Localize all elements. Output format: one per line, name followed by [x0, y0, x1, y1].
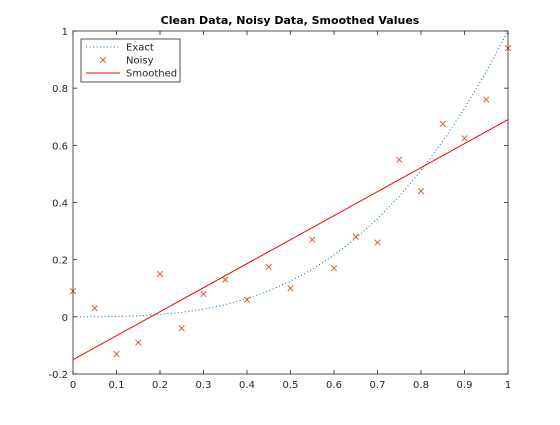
- chart-marks: [69, 30, 512, 361]
- y-tick-label: 0.2: [52, 256, 68, 267]
- x-tick-label: 0.8: [413, 380, 429, 391]
- y-tick-label: 0: [62, 313, 68, 324]
- series-noisy-point: [200, 290, 207, 298]
- series-noisy-point: [330, 265, 338, 272]
- y-tick-label: 0.8: [52, 84, 68, 95]
- axis-ticks: 0 0.1 0.2 0.3 0.4 0.5 0.6 0.7 0.8 0.9 1-0.200.20.4…: [48, 27, 511, 391]
- legend-label: Smoothed: [126, 69, 177, 80]
- plot-area: [73, 31, 508, 374]
- x-tick-label: 0.2: [152, 380, 168, 391]
- series-noisy-point: [439, 120, 446, 128]
- series-noisy-point: [243, 296, 251, 303]
- y-tick-label: -0.2: [48, 370, 68, 381]
- series-noisy-point: [287, 285, 294, 292]
- x-tick-label: 0.3: [196, 380, 212, 391]
- series-noisy-point: [483, 96, 490, 103]
- series-noisy-point: [135, 339, 142, 346]
- y-tick-label: 0.4: [52, 199, 68, 210]
- y-tick-label: 1: [62, 27, 68, 38]
- legend-entry-smoothed: Smoothed: [86, 69, 177, 80]
- x-tick-label: 0.5: [283, 380, 299, 391]
- legend-box: [80, 38, 181, 83]
- legend-entry-exact: Exact: [86, 43, 154, 54]
- x-tick-label: 1: [505, 380, 511, 391]
- series-noisy-point: [417, 187, 425, 195]
- y-tick-label: 0.6: [52, 141, 68, 152]
- x-tick-label: 0.1: [109, 380, 125, 391]
- legend: Exact Noisy Smoothed: [80, 38, 181, 83]
- legend-label: Noisy: [126, 56, 154, 67]
- legend-label: Exact: [126, 43, 154, 54]
- x-tick-label: 0.6: [326, 380, 342, 391]
- series-noisy-point: [309, 236, 316, 243]
- x-tick-label: 0.4: [239, 380, 255, 391]
- series-noisy-point: [352, 233, 359, 240]
- series-noisy-point: [113, 350, 120, 358]
- x-tick-label: 0.9: [457, 380, 473, 391]
- series-noisy-point: [396, 156, 403, 163]
- series-noisy-point: [178, 325, 185, 332]
- x-tick-label: 0.7: [370, 380, 386, 391]
- series-noisy-point: [156, 270, 164, 278]
- series-noisy-point: [461, 135, 468, 142]
- series-noisy-point: [265, 263, 272, 270]
- chart-title: Clean Data, Noisy Data, Smoothed Values: [161, 14, 420, 27]
- series-noisy-point: [222, 276, 229, 283]
- series-noisy-point: [374, 239, 381, 246]
- series-smoothed-line: [72, 119, 509, 361]
- legend-entry-noisy: Noisy: [99, 56, 154, 67]
- x-tick-label: 0: [70, 380, 76, 391]
- series-noisy-point: [91, 305, 98, 312]
